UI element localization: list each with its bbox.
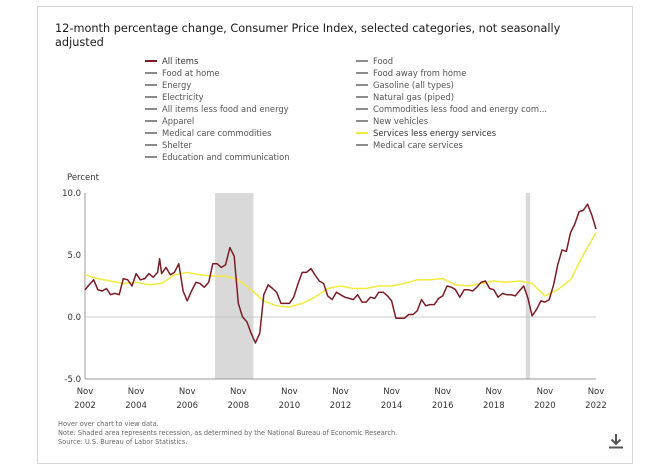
legend-item[interactable]: Food [356, 55, 547, 67]
legend-swatch [356, 132, 368, 134]
legend-label: All items [162, 56, 199, 66]
legend-label: Apparel [162, 116, 195, 126]
legend-label: Food at home [162, 68, 220, 78]
series-line [84, 232, 597, 308]
legend-label: Energy [162, 80, 192, 90]
x-tick-month: Nov [588, 387, 605, 397]
legend-left-column: All items Food at home Energy Electricity Al… [145, 55, 290, 163]
legend-item[interactable]: Natural gas (piped) [356, 91, 547, 103]
y-tick-label: 10.0 [62, 189, 81, 199]
legend-swatch [356, 72, 368, 74]
x-tick-year: 2020 [534, 401, 556, 411]
footnotes: Hover over chart to view data. Note: Sha… [58, 420, 397, 447]
legend-item[interactable]: Shelter [145, 139, 290, 151]
download-icon[interactable] [607, 432, 625, 450]
legend-swatch [145, 72, 157, 74]
legend-label: Medical care commodities [162, 128, 272, 138]
legend-swatch [145, 120, 157, 122]
legend-swatch [356, 144, 368, 146]
legend-item[interactable]: Medical care commodities [145, 127, 290, 139]
x-tick-month: Nov [434, 387, 451, 397]
x-tick-year: 2018 [483, 401, 505, 411]
legend-swatch [145, 132, 157, 134]
x-tick-month: Nov [77, 387, 94, 397]
legend-label: Electricity [162, 92, 204, 102]
legend-right-column: Food Food away from home Gasoline (all typ… [356, 55, 547, 151]
y-axis-title: Percent [67, 173, 100, 183]
legend-item[interactable]: Electricity [145, 91, 290, 103]
legend-swatch [145, 60, 157, 62]
y-tick-label: -5.0 [64, 375, 81, 385]
legend-label: New vehicles [373, 116, 429, 126]
x-tick-year: 2016 [432, 401, 454, 411]
legend-swatch [356, 60, 368, 62]
legend-item[interactable]: All items less food and energy [145, 103, 290, 115]
legend-swatch [145, 96, 157, 98]
legend-label: Food away from home [373, 68, 467, 78]
legend-item[interactable]: Food at home [145, 67, 290, 79]
legend-label: Gasoline (all types) [373, 80, 454, 90]
legend-swatch [145, 84, 157, 86]
x-tick-month: Nov [537, 387, 554, 397]
x-tick-year: 2004 [125, 401, 147, 411]
legend-item[interactable]: Commodities less food and energy com... [356, 103, 547, 115]
legend-item[interactable]: Energy [145, 79, 290, 91]
recession-note: Note: Shaded area represents recession, … [58, 429, 398, 437]
x-tick-month: Nov [281, 387, 298, 397]
legend-swatch [356, 96, 368, 98]
chart-title: 12-month percentage change, Consumer Pri… [55, 22, 561, 49]
line-chart[interactable]: Percent 10.0 5.0 0.0 -5.0 Nov 2002 Nov 2004 Nov 20… [38, 7, 634, 465]
legend-item[interactable]: Education and communication [145, 151, 290, 163]
legend-item[interactable]: Apparel [145, 115, 290, 127]
y-tick-label: 0.0 [67, 313, 81, 323]
legend-label: All items less food and energy [162, 104, 289, 114]
x-tick-year: 2006 [176, 401, 198, 411]
x-tick-month: Nov [230, 387, 247, 397]
y-tick-label: 5.0 [67, 251, 81, 261]
legend-item[interactable]: All items [145, 55, 290, 67]
x-tick-year: 2010 [279, 401, 301, 411]
x-tick-year: 2022 [585, 401, 607, 411]
source-note: Source: U.S. Bureau of Labor Statistics. [58, 438, 188, 446]
x-tick-year: 2008 [227, 401, 249, 411]
legend-swatch [356, 84, 368, 86]
recession-shade [525, 193, 531, 379]
series-line [84, 203, 597, 344]
x-tick-year: 2002 [74, 401, 96, 411]
legend-label: Education and communication [162, 152, 290, 162]
chart-panel: 12-month percentage change, Consumer Pri… [37, 6, 633, 464]
legend-label: Medical care services [373, 140, 463, 150]
legend-swatch [145, 156, 157, 158]
recession-shade [215, 193, 254, 379]
legend-label: Services less energy services [373, 128, 497, 138]
legend-item[interactable]: New vehicles [356, 115, 547, 127]
legend-item[interactable]: Gasoline (all types) [356, 79, 547, 91]
legend-swatch [145, 144, 157, 146]
legend-swatch [145, 108, 157, 110]
legend-label: Commodities less food and energy com... [373, 104, 548, 114]
x-tick-year: 2012 [330, 401, 352, 411]
legend-item[interactable]: Medical care services [356, 139, 547, 151]
legend-label: Food [373, 56, 394, 66]
legend-label: Natural gas (piped) [373, 92, 454, 102]
x-tick-month: Nov [128, 387, 145, 397]
x-tick-month: Nov [486, 387, 503, 397]
legend-item[interactable]: Services less energy services [356, 127, 547, 139]
legend-swatch [356, 120, 368, 122]
x-tick-year: 2014 [381, 401, 403, 411]
x-tick-month: Nov [179, 387, 196, 397]
x-tick-month: Nov [332, 387, 349, 397]
legend-swatch [356, 108, 368, 110]
legend-label: Shelter [162, 140, 192, 150]
hover-hint: Hover over chart to view data. [58, 420, 159, 428]
x-tick-month: Nov [383, 387, 400, 397]
legend-item[interactable]: Food away from home [356, 67, 547, 79]
